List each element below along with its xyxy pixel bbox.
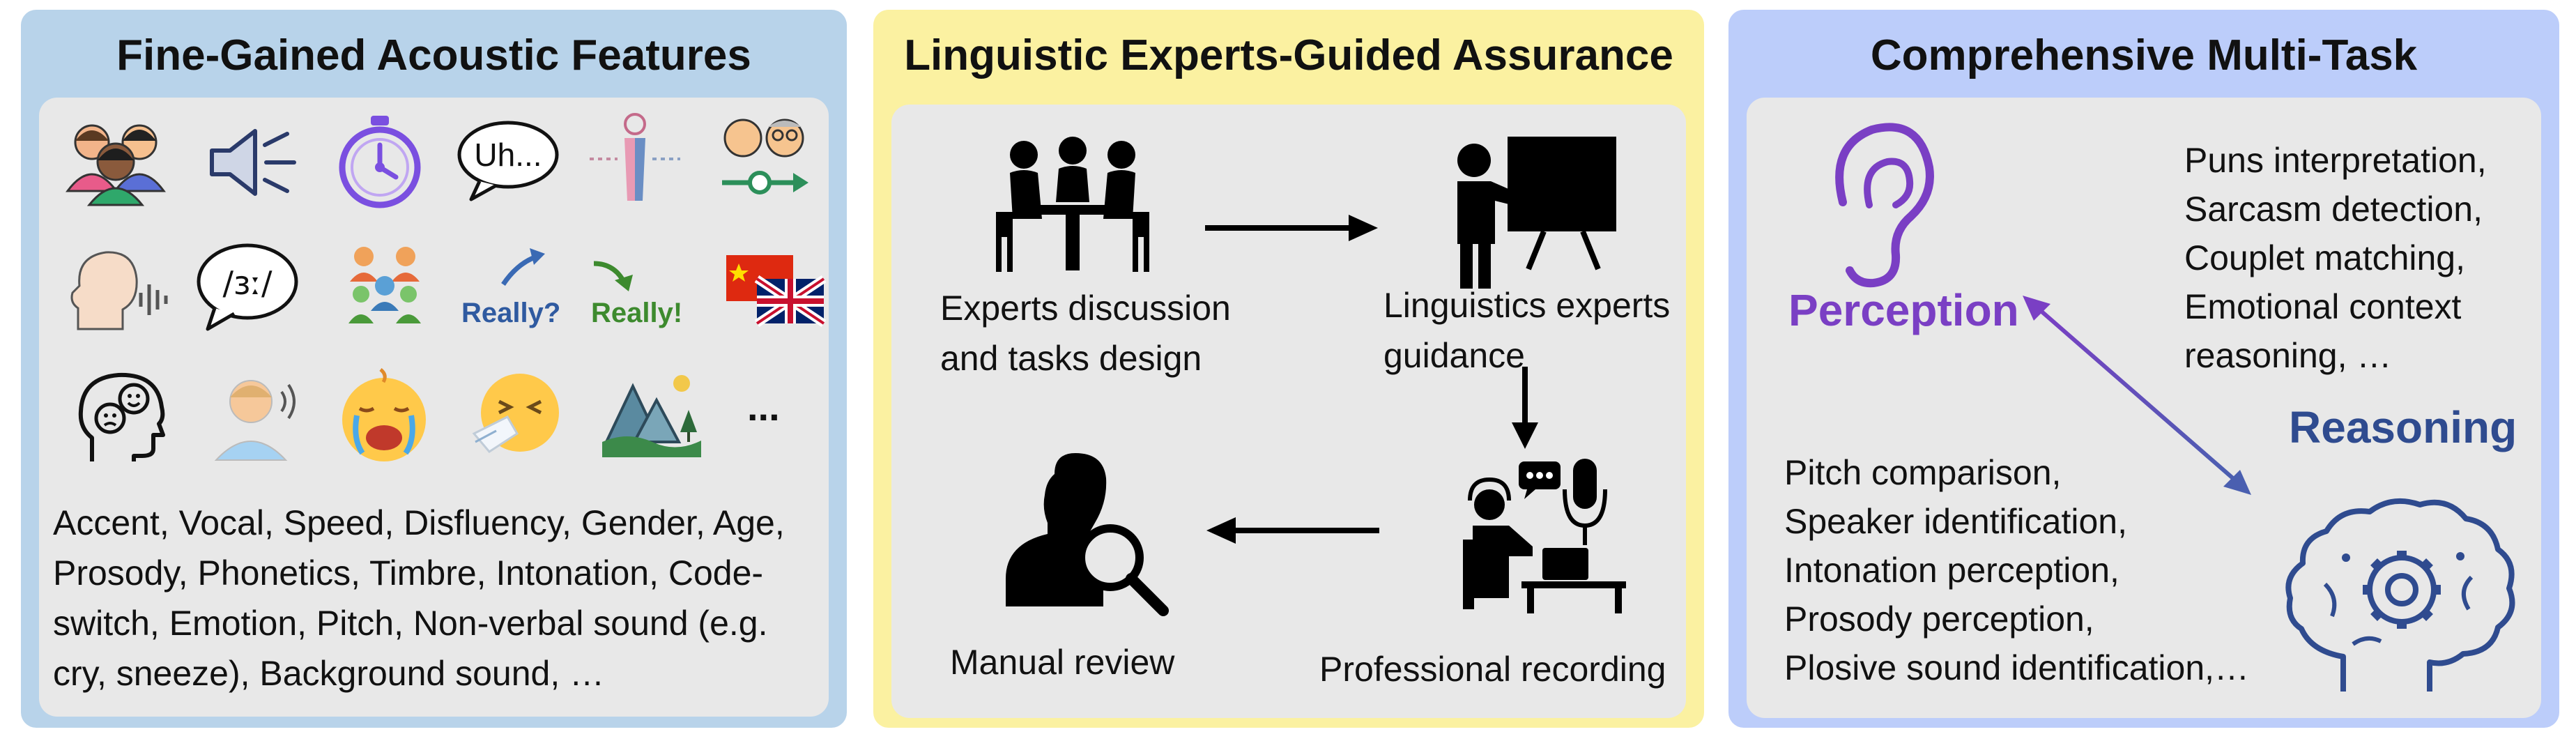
reasoning-label: Reasoning xyxy=(2289,402,2517,452)
code-switch-flags-icon xyxy=(726,255,827,327)
multi-task-content: Perception Puns interpretation, Sarcasm … xyxy=(1747,98,2541,718)
uh-text: Uh... xyxy=(474,137,542,173)
reasoning-task-1: Puns interpretation, xyxy=(2184,141,2487,180)
accent-people-icon xyxy=(66,124,166,206)
background-landscape-icon xyxy=(602,375,701,457)
disfluency-speech-bubble-icon: Uh... xyxy=(457,121,559,201)
recording-label: Professional recording xyxy=(1319,650,1666,689)
multi-task-panel: Comprehensive Multi-Task Perception Puns… xyxy=(1728,10,2559,728)
ear-icon xyxy=(1835,123,1934,288)
review-label: Manual review xyxy=(950,643,1175,682)
really-exclaim-text: Really! xyxy=(591,298,682,328)
sneezing-face-icon xyxy=(472,374,559,453)
reasoning-task-4: Emotional context xyxy=(2184,287,2462,326)
experts-assurance-title: Linguistic Experts-Guided Assurance xyxy=(904,31,1673,79)
arrow-down-icon xyxy=(1512,367,1538,449)
discussion-label-line-2: and tasks design xyxy=(940,339,1202,378)
age-elderly-icon xyxy=(722,119,808,194)
guidance-label-line-2: guidance xyxy=(1383,336,1525,375)
perception-label: Perception xyxy=(1788,285,2019,335)
gender-icon xyxy=(590,113,680,201)
perception-task-5: Plosive sound identification,… xyxy=(1784,648,2250,687)
perception-reasoning-arrow-icon xyxy=(2023,296,2251,495)
crying-face-icon xyxy=(342,368,426,461)
reasoning-task-5: reasoning, … xyxy=(2184,336,2392,375)
arrow-left-icon xyxy=(1206,517,1379,544)
speaker-volume-icon xyxy=(210,129,296,196)
perception-task-4: Prosody perception, xyxy=(1784,599,2094,639)
presenter-board-icon xyxy=(1457,137,1616,289)
experts-assurance-panel: Linguistic Experts-Guided Assurance Expe… xyxy=(873,10,1704,728)
head-hearing-icon xyxy=(70,251,168,330)
discussion-label-line-1: Experts discussion xyxy=(940,289,1231,328)
features-description-line-3: switch, Emotion, Pitch, Non-verbal sound… xyxy=(53,604,768,643)
perception-task-2: Speaker identification, xyxy=(1784,502,2127,541)
features-description-line-1: Accent, Vocal, Speed, Disfluency, Gender… xyxy=(53,503,785,542)
multi-task-title: Comprehensive Multi-Task xyxy=(1870,31,2418,79)
features-description-line-4: cry, sneeze), Background sound, … xyxy=(53,654,605,693)
features-description-line-2: Prosody, Phonetics, Timbre, Intonation, … xyxy=(53,553,764,593)
acoustic-features-title: Fine-Gained Acoustic Features xyxy=(116,31,751,79)
stopwatch-icon xyxy=(339,116,421,208)
phonetic-text: /ɜː/ xyxy=(223,264,273,302)
professional-recording-icon xyxy=(1463,459,1626,613)
phonetics-speech-bubble-icon: /ɜː/ xyxy=(197,243,298,331)
perception-task-1: Pitch comparison, xyxy=(1784,453,2062,492)
manual-review-icon xyxy=(1006,453,1169,616)
perception-task-3: Intonation perception, xyxy=(1784,551,2119,590)
speaking-person-icon xyxy=(214,380,296,461)
guidance-label-line-1: Linguistics experts xyxy=(1383,286,1671,325)
arrow-right-icon xyxy=(1205,215,1378,241)
group-people-icon xyxy=(348,247,421,323)
brain-gear-icon xyxy=(2285,498,2515,692)
experts-assurance-content: Experts discussion and tasks design Ling… xyxy=(891,105,1686,718)
reasoning-task-2: Sarcasm detection, xyxy=(2184,190,2483,229)
acoustic-features-panel: Fine-Gained Acoustic Features xyxy=(21,10,847,728)
acoustic-features-content: Uh... xyxy=(39,98,829,717)
experts-meeting-icon xyxy=(996,137,1149,272)
really-question-text: Really? xyxy=(461,298,560,328)
intonation-arrows-icon: Really? Really! xyxy=(461,248,682,328)
reasoning-task-3: Couplet matching, xyxy=(2184,238,2466,277)
more-features-ellipsis: ... xyxy=(747,385,780,429)
emotion-head-icon xyxy=(78,372,165,461)
